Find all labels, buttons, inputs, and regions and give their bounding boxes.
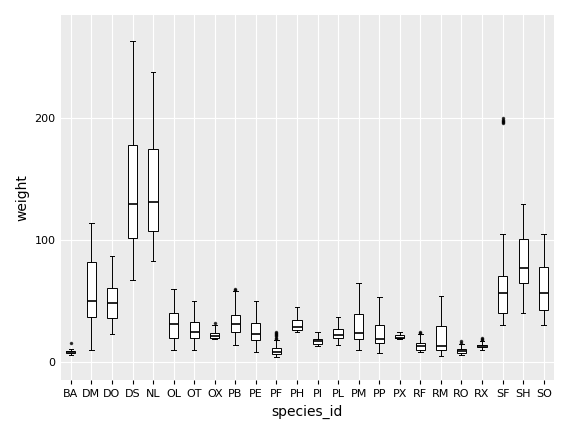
PathPatch shape <box>272 348 281 354</box>
X-axis label: species_id: species_id <box>271 405 343 419</box>
PathPatch shape <box>518 240 528 283</box>
PathPatch shape <box>313 339 322 344</box>
PathPatch shape <box>108 288 117 318</box>
PathPatch shape <box>210 332 220 338</box>
PathPatch shape <box>436 326 446 350</box>
PathPatch shape <box>149 149 158 231</box>
PathPatch shape <box>498 276 507 312</box>
PathPatch shape <box>539 267 549 310</box>
PathPatch shape <box>477 345 486 347</box>
PathPatch shape <box>333 329 343 338</box>
PathPatch shape <box>251 323 261 340</box>
PathPatch shape <box>292 320 302 330</box>
PathPatch shape <box>354 314 363 339</box>
PathPatch shape <box>66 351 76 353</box>
PathPatch shape <box>395 335 405 338</box>
Y-axis label: weight: weight <box>15 174 29 221</box>
PathPatch shape <box>169 313 178 338</box>
PathPatch shape <box>416 343 425 350</box>
PathPatch shape <box>86 262 96 317</box>
PathPatch shape <box>128 145 137 238</box>
PathPatch shape <box>457 349 466 353</box>
PathPatch shape <box>374 325 384 343</box>
PathPatch shape <box>230 316 240 332</box>
PathPatch shape <box>189 322 199 338</box>
